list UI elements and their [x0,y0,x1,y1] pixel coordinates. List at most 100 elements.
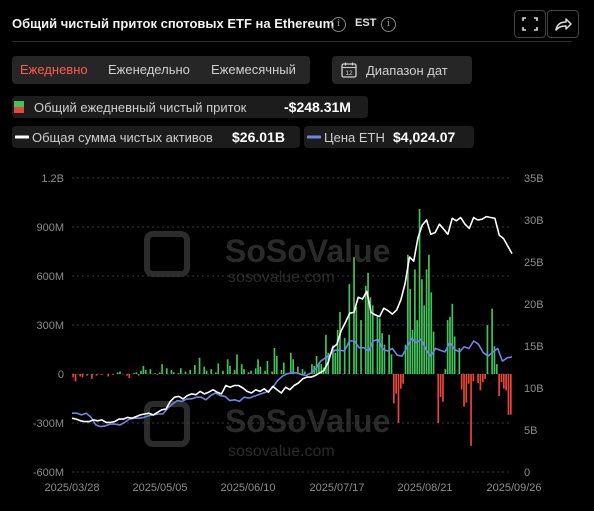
inflow-bar [409,289,412,374]
inflow-bar [170,369,173,374]
legend-price-value: $4,024.07 [393,129,456,145]
legend-eth-price[interactable]: Цена ETH $4,024.07 [304,126,474,148]
x-tick-label: 2025/08/21 [397,482,452,494]
inflow-bar [264,370,266,374]
watermark-text: SoSoValue [225,233,390,269]
date-range-label: Диапазон дат [366,63,448,78]
timezone-label[interactable]: EST [355,17,377,29]
inflow-bar [135,372,138,374]
legend-daily-inflow[interactable]: Общий ежедневный чистый приток -$248.31M [12,96,368,118]
inflow-bar [275,356,278,374]
inflow-bar [292,359,295,374]
inflow-bar [154,373,156,374]
fullscreen-button[interactable] [514,10,546,38]
inflow-bar [353,257,355,374]
inflow-bar [416,320,419,374]
inflow-bar [463,374,465,407]
inflow-bar [332,345,334,374]
inflow-bar [81,374,84,378]
svg-text:12: 12 [345,70,353,77]
inflow-bar [297,366,299,374]
inflow-bar [315,356,318,374]
inflow-bar [301,369,304,374]
y-right-tick-label: 35B [524,173,544,185]
x-tick-label: 2025/05/05 [132,482,187,494]
inflow-bar [458,347,461,374]
inflow-bar [156,374,159,375]
inflow-bar [376,315,379,374]
page-title: Общий чистый приток спотовых ETF на Ethe… [12,16,335,31]
inflow-bar [266,360,269,374]
inflow-bar [210,369,213,374]
tab-daily[interactable]: Ежедневно [20,62,88,77]
inflow-bar [289,352,292,374]
y-left-tick-label: -600M [33,467,64,479]
inflow-bar [399,374,402,389]
inflow-bar [140,370,142,374]
inflow-bar [320,364,323,374]
inflow-bar [502,374,505,389]
inflow-bar [493,346,496,374]
total-assets-line [71,215,513,424]
inflow-bar [467,374,470,384]
inflow-bar [142,365,145,374]
watermark-logo [144,401,190,447]
inflow-bar [402,374,405,384]
inflow-bar [339,311,341,374]
share-button[interactable] [547,10,579,38]
inflow-bar [107,374,110,377]
legend-total-assets[interactable]: Общая сумма чистых активов $26.01B [12,126,300,148]
tab-monthly[interactable]: Ежемесячный [211,62,296,77]
inflow-bar [273,347,276,374]
inflow-bar [378,318,381,374]
inflow-bar [257,359,259,374]
inflow-bar [318,362,320,374]
inflow-bar [79,374,82,377]
inflow-bar [282,362,285,374]
inflow-bar [421,279,423,374]
date-range-button[interactable]: 12 Диапазон дат [332,56,472,84]
inflow-bar [397,374,400,423]
inflow-bar [254,368,257,374]
watermark-logo [144,231,190,277]
inflow-bar [203,366,206,374]
inflow-bar [217,363,220,374]
fullscreen-icon [522,17,538,31]
inflow-bar [423,305,426,374]
inflow-bar [128,374,131,379]
inflow-bar [343,338,346,374]
tab-weekly[interactable]: Еженедельно [108,62,190,77]
info-icon[interactable]: i [381,17,396,32]
inflow-bar [259,366,262,374]
legend-swatch-assets [15,135,29,139]
inflow-bar [271,371,273,374]
inflow-bar [233,369,236,374]
inflow-bar [477,374,479,383]
x-tick-label: 2025/03/28 [44,482,99,494]
inflow-bar [500,374,503,383]
inflow-bar [149,369,152,374]
y-left-tick-label: -300M [33,418,64,430]
inflow-bar [383,344,386,374]
inflow-bar [414,269,416,374]
inflow-bar [348,284,351,374]
inflow-bar [505,374,507,391]
inflow-bar [280,369,283,374]
y-right-tick-label: 30B [524,215,544,227]
info-icon[interactable]: i [331,17,346,32]
inflow-bar [158,372,161,374]
inflow-bar [112,374,114,375]
inflow-bar [222,370,224,374]
calendar-icon: 12 [341,62,357,78]
inflow-bar [484,374,486,379]
period-tabs: Ежедневно Еженедельно Ежемесячный [12,56,310,84]
inflow-bar [371,305,374,374]
inflow-bar [100,374,103,375]
inflow-bar [395,374,397,394]
inflow-bar [449,316,451,374]
inflow-bar [86,374,89,376]
inflow-bar [369,297,372,374]
watermark-text: SoSoValue [225,403,390,439]
inflow-bar [336,329,339,374]
